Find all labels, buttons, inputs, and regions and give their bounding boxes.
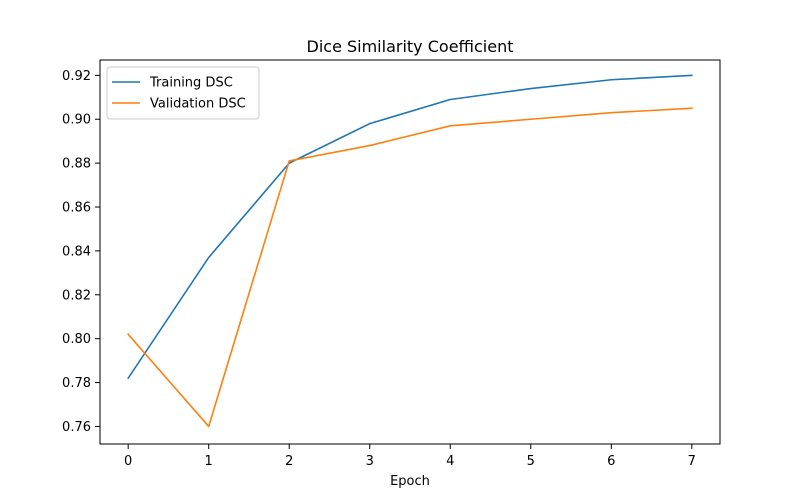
y-tick-label: 0.84 xyxy=(62,244,91,259)
y-tick-label: 0.82 xyxy=(62,288,91,303)
legend-label: Training DSC xyxy=(149,76,233,91)
y-tick-label: 0.80 xyxy=(62,332,91,347)
x-tick-label: 4 xyxy=(446,454,454,469)
x-tick-label: 3 xyxy=(366,454,374,469)
y-tick-label: 0.90 xyxy=(62,113,91,128)
y-tick-label: 0.88 xyxy=(62,157,91,172)
x-tick-label: 0 xyxy=(124,454,132,469)
y-axis: 0.76 0.78 0.80 0.82 0.84 0.86 0.88 0.90 0.92 xyxy=(62,69,100,435)
y-tick-label: 0.92 xyxy=(62,69,91,84)
x-tick-label: 6 xyxy=(607,454,615,469)
series-line-training xyxy=(127,74,693,380)
x-tick-label: 2 xyxy=(285,454,293,469)
x-tick-label: 5 xyxy=(527,454,535,469)
x-axis: 0 1 2 3 4 5 6 7 xyxy=(124,444,696,469)
chart-title: Dice Similarity Coefficient xyxy=(307,37,514,56)
y-tick-label: 0.86 xyxy=(62,201,91,216)
legend-box xyxy=(106,66,260,120)
x-axis-label: Epoch xyxy=(390,474,430,489)
legend: Training DSC Validation DSC xyxy=(106,66,260,120)
legend-label: Validation DSC xyxy=(150,97,246,112)
x-tick-label: 7 xyxy=(688,454,696,469)
plot-frame xyxy=(99,59,721,445)
plot-area xyxy=(127,74,693,428)
series-line-validation xyxy=(127,107,693,428)
y-tick-label: 0.76 xyxy=(62,420,91,435)
y-tick-label: 0.78 xyxy=(62,376,91,391)
x-tick-label: 1 xyxy=(205,454,213,469)
